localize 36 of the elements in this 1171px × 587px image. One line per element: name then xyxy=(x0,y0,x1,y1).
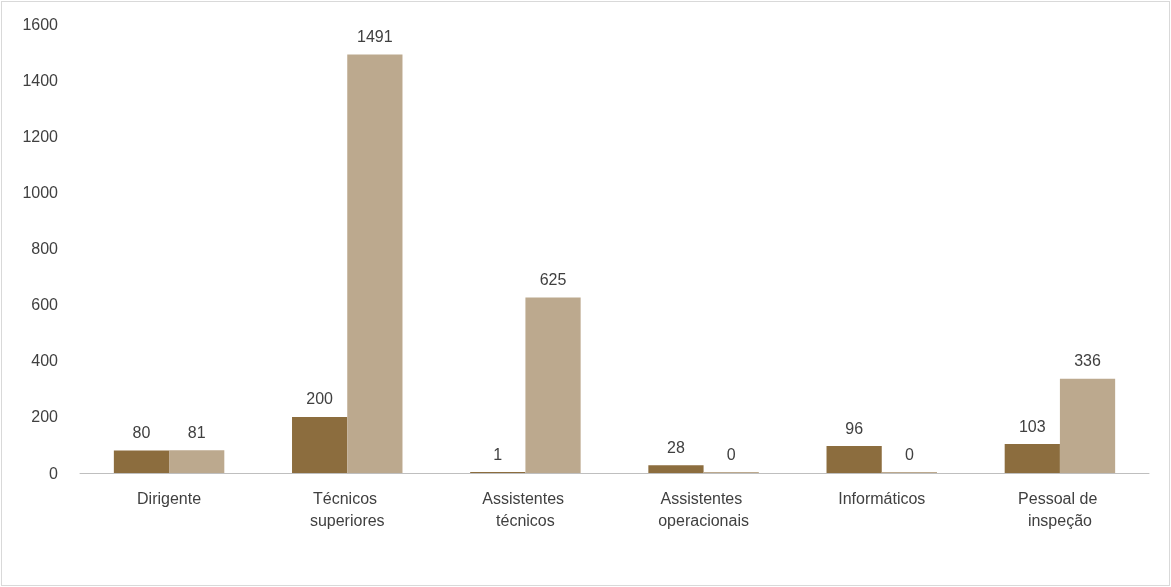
bar xyxy=(648,465,704,473)
x-tick-label: Dirigente xyxy=(137,489,202,507)
data-label: 1491 xyxy=(357,28,393,46)
y-tick-label: 1600 xyxy=(22,15,59,33)
y-tick-label: 200 xyxy=(31,408,59,426)
y-tick-label: 1200 xyxy=(22,127,59,145)
bar xyxy=(525,297,581,473)
x-tick-label: Técnicos superiores xyxy=(309,489,385,529)
x-tick-label: Informáticos xyxy=(838,489,926,507)
y-tick-label: 400 xyxy=(31,352,59,370)
bar xyxy=(169,450,225,473)
x-tick-label: Pessoal de inspeção xyxy=(1018,489,1102,529)
data-label: 625 xyxy=(539,271,567,289)
data-label: 1 xyxy=(493,445,503,463)
y-tick-label: 1400 xyxy=(22,71,59,89)
x-tick-label: Assistentes técnicos xyxy=(482,489,569,529)
bar xyxy=(347,54,403,473)
data-label: 80 xyxy=(132,424,151,442)
data-label: 103 xyxy=(1018,417,1046,435)
bar xyxy=(292,416,348,473)
data-label: 81 xyxy=(187,423,206,441)
bar xyxy=(1059,378,1116,473)
x-tick-label: Assistentes operacionais xyxy=(658,489,749,529)
data-label: 0 xyxy=(904,445,914,463)
y-tick-label: 600 xyxy=(31,296,59,314)
data-label: 336 xyxy=(1074,352,1101,370)
y-tick-label: 1000 xyxy=(22,183,59,201)
data-label: 0 xyxy=(726,445,736,463)
y-tick-label: 0 xyxy=(49,464,59,482)
data-label: 28 xyxy=(667,438,685,456)
data-label: 200 xyxy=(306,390,334,408)
y-tick-label: 800 xyxy=(31,240,59,257)
data-label: 96 xyxy=(845,419,864,437)
bar xyxy=(826,446,882,473)
bar xyxy=(1004,444,1060,473)
bar xyxy=(113,450,170,473)
